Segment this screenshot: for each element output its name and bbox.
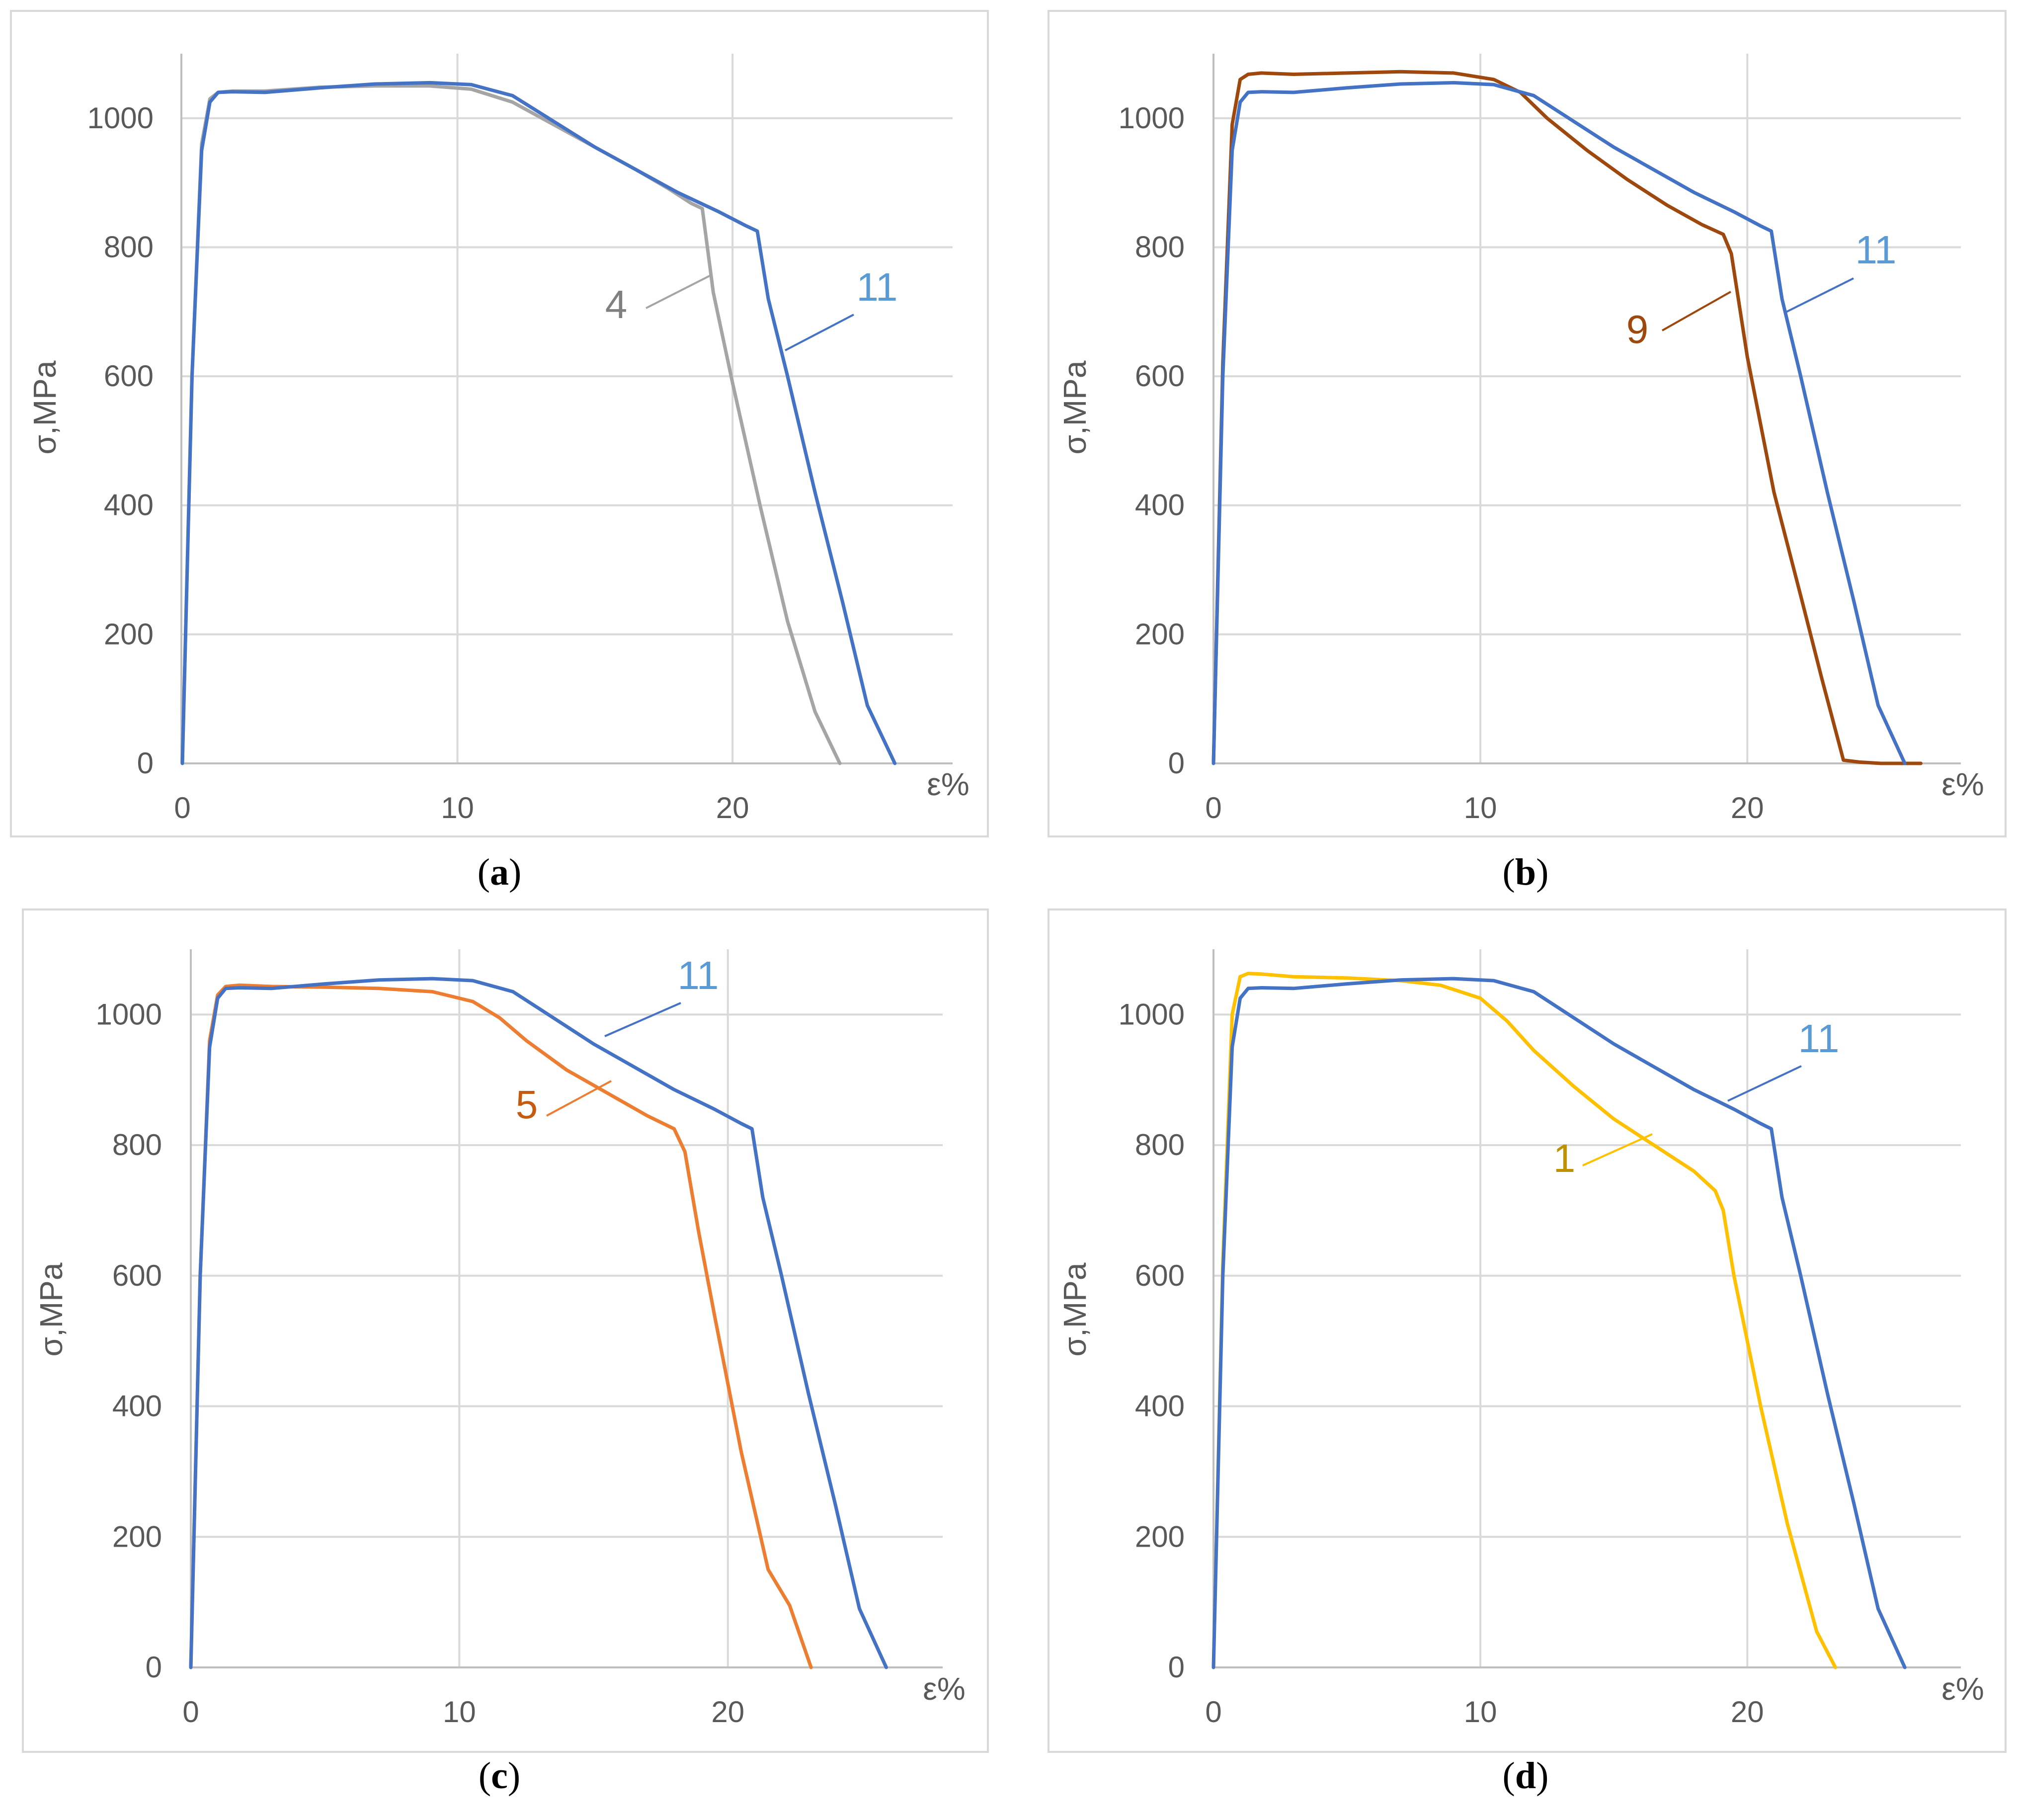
y-tick-label: 400	[104, 489, 154, 522]
x-tick-label: 0	[182, 1695, 199, 1729]
y-axis-title: σ,MPa	[27, 360, 63, 454]
chart-panel-b: 0 200 400 600 800 1000 0 10 20 σ,MPa ε% 9 11 (b)	[1048, 10, 2007, 893]
y-tick-label: 600	[1135, 1259, 1185, 1292]
caption-open-paren: (	[478, 851, 490, 893]
x-tick-label: 20	[711, 1695, 744, 1729]
x-axis-title: ε%	[1941, 766, 1984, 802]
y-tick-label: 800	[112, 1128, 162, 1161]
caption-open-paren: (	[1503, 1755, 1515, 1797]
caption-letter: d	[1515, 1755, 1536, 1797]
x-tick-label: 10	[441, 791, 474, 825]
y-tick-label: 1000	[1119, 101, 1185, 135]
x-tick-label: 10	[1464, 1695, 1497, 1729]
caption-close-paren: )	[508, 1755, 520, 1797]
chart-frame	[10, 10, 989, 837]
callout-leader-line	[1783, 277, 1854, 314]
y-tick-label: 200	[104, 617, 154, 651]
callout-label-11: 11	[677, 953, 719, 997]
chart-frame	[1048, 10, 2007, 837]
panel-caption: (d)	[1503, 1755, 1549, 1797]
callout-leader-line	[1727, 1065, 1802, 1102]
y-tick-label: 400	[1135, 489, 1185, 522]
caption-close-paren: )	[1536, 1755, 1548, 1797]
callout-leader-line	[1662, 291, 1731, 331]
callout-label-5: 5	[516, 1082, 538, 1127]
y-tick-label: 0	[137, 746, 154, 780]
y-tick-label: 800	[104, 230, 154, 263]
caption-letter: c	[491, 1755, 508, 1797]
callout-leader-line	[785, 314, 854, 351]
x-axis-title: ε%	[927, 766, 969, 802]
caption-letter: b	[1515, 851, 1536, 893]
callout-label-11: 11	[1855, 228, 1896, 272]
chart-panel-a: 0 200 400 600 800 1000 0 10 20 σ,MPa ε% 4 11 (a)	[10, 10, 989, 893]
x-tick-label: 10	[443, 1695, 476, 1729]
series-line-11	[180, 81, 897, 765]
y-tick-label: 0	[1168, 1651, 1185, 1684]
chart-frame	[22, 909, 989, 1753]
chart-panel-c: 0 200 400 600 800 1000 0 10 20 σ,MPa ε% 5 11 (c)	[22, 909, 989, 1797]
series-line-11	[1211, 977, 1907, 1669]
caption-close-paren: )	[509, 851, 521, 893]
y-axis-title: σ,MPa	[1057, 1262, 1093, 1356]
y-tick-label: 1000	[87, 101, 154, 135]
x-axis-title: ε%	[923, 1671, 965, 1707]
y-tick-label: 800	[1135, 1128, 1185, 1161]
y-tick-label: 400	[112, 1390, 162, 1423]
y-tick-label: 1000	[1119, 997, 1185, 1031]
callout-leader-line	[1582, 1133, 1653, 1166]
series-line-11	[189, 977, 888, 1669]
callout-label-4: 4	[605, 282, 628, 327]
callout-label-9: 9	[1626, 307, 1649, 351]
y-tick-label: 600	[104, 359, 154, 393]
caption-open-paren: (	[1503, 851, 1515, 893]
chart-frame	[1048, 909, 2007, 1753]
x-tick-label: 20	[716, 791, 749, 825]
x-axis-title: ε%	[1941, 1671, 1984, 1707]
y-tick-label: 200	[1135, 1520, 1185, 1553]
caption-letter: a	[490, 851, 509, 893]
callout-label-11: 11	[856, 265, 897, 309]
y-tick-label: 400	[1135, 1390, 1185, 1423]
caption-open-paren: (	[479, 1755, 491, 1797]
panel-caption: (b)	[1503, 851, 1549, 893]
y-tick-label: 200	[1135, 617, 1185, 651]
y-axis-title: σ,MPa	[33, 1262, 69, 1356]
x-tick-label: 10	[1464, 791, 1497, 825]
y-tick-label: 800	[1135, 230, 1185, 263]
panel-caption: (c)	[479, 1755, 520, 1797]
callout-leader-line	[604, 1002, 681, 1037]
y-axis-title: σ,MPa	[1057, 360, 1093, 454]
series-line-11	[1211, 81, 1907, 765]
callout-label-11: 11	[1798, 1016, 1839, 1061]
x-tick-label: 20	[1731, 1695, 1764, 1729]
y-tick-label: 600	[112, 1259, 162, 1292]
x-tick-label: 0	[1205, 791, 1221, 825]
series-line-9	[1211, 70, 1923, 765]
series-line-1	[1211, 972, 1837, 1669]
x-tick-label: 20	[1731, 791, 1764, 825]
x-tick-label: 0	[174, 791, 190, 825]
callout-label-1: 1	[1553, 1136, 1576, 1180]
panel-caption: (a)	[478, 851, 522, 893]
y-tick-label: 0	[1168, 746, 1185, 780]
y-tick-label: 0	[146, 1651, 162, 1684]
callout-leader-line	[546, 1080, 612, 1117]
y-tick-label: 200	[112, 1520, 162, 1553]
x-tick-label: 0	[1205, 1695, 1221, 1729]
caption-close-paren: )	[1536, 851, 1548, 893]
y-tick-label: 600	[1135, 359, 1185, 393]
callout-leader-line	[645, 275, 710, 309]
y-tick-label: 1000	[96, 997, 162, 1031]
